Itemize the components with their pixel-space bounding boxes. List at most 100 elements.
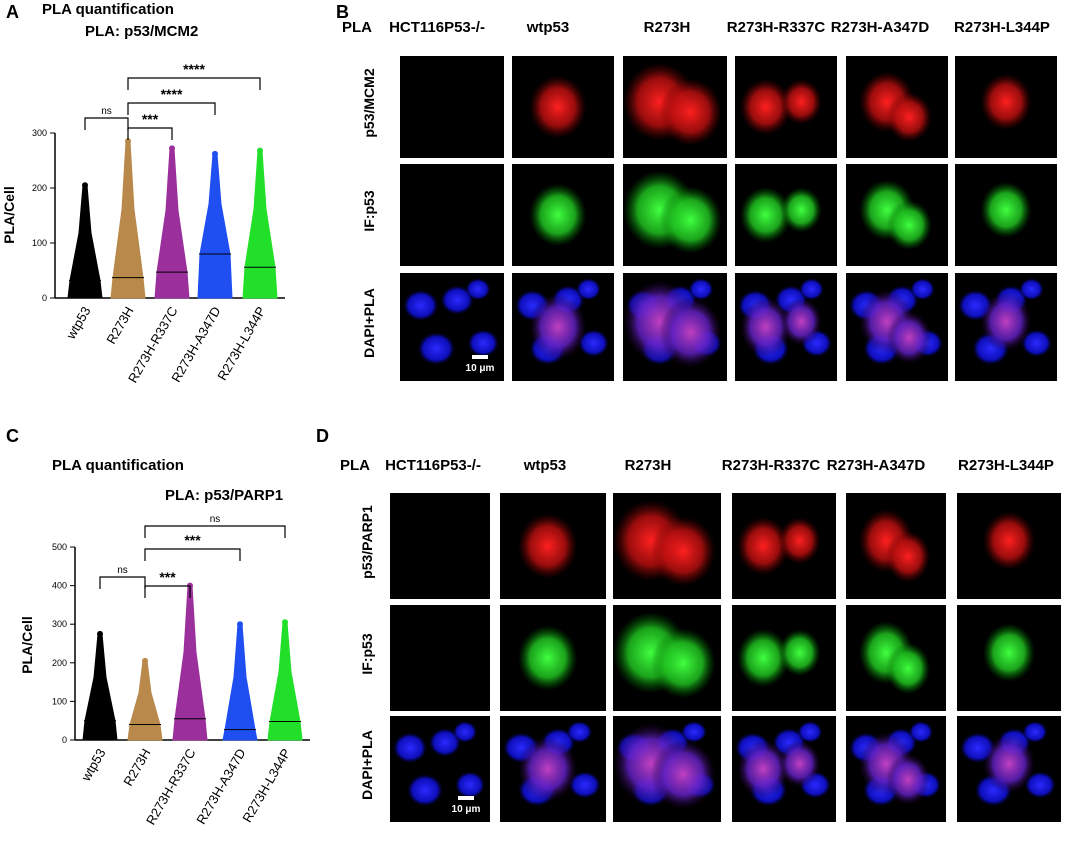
significance-bracket (144, 525, 286, 538)
cell-signal (529, 293, 587, 361)
y-tick-label: 200 (52, 658, 67, 668)
nucleus (467, 329, 499, 357)
x-tick-label: R273H (120, 746, 153, 789)
significance-label: ns (117, 565, 128, 576)
micrograph (735, 56, 837, 158)
row-label: DAPI+PLA (361, 288, 377, 358)
data-strip (172, 585, 208, 741)
micrograph (500, 493, 606, 599)
micrograph (613, 493, 721, 599)
micrograph (846, 273, 948, 381)
cell-signal (886, 642, 930, 695)
x-tick-label: wtp53 (63, 304, 94, 342)
cell-signal (740, 297, 792, 357)
cell-signal (518, 736, 578, 802)
micrograph (732, 493, 836, 599)
row-label: p53/MCM2 (361, 68, 377, 137)
micrograph (846, 716, 946, 822)
cell-signal (659, 78, 722, 146)
micrograph (390, 493, 490, 599)
micrograph (846, 164, 948, 266)
column-header: R273H-L344P (958, 457, 1054, 474)
nucleus (578, 329, 609, 357)
column-header: R273H-L344P (954, 19, 1050, 36)
x-tick-label: wtp53 (78, 746, 109, 784)
panel-letter: C (6, 426, 19, 446)
micrograph (400, 56, 504, 158)
cell-signal (737, 628, 790, 688)
cell-signal (886, 200, 932, 250)
column-header: R273H-R337C (727, 19, 826, 36)
nucleus (1019, 278, 1044, 301)
significance-bracket (127, 77, 261, 90)
micrograph (400, 273, 504, 381)
data-strip (197, 153, 233, 299)
cell-signal (518, 513, 578, 579)
cell-signal (659, 186, 722, 254)
micrograph (732, 605, 836, 711)
data-strip (110, 140, 146, 299)
max-point (97, 630, 103, 637)
nucleus (453, 721, 477, 743)
cell-signal (740, 78, 792, 136)
significance-bracket (84, 117, 129, 130)
nucleus (799, 278, 824, 301)
chart-title: PLA quantification (42, 1, 174, 18)
y-tick-label: 300 (32, 128, 47, 138)
nucleus (1024, 771, 1056, 799)
max-point (82, 182, 88, 189)
micrograph (957, 605, 1061, 711)
column-header: R273H-R337C (722, 457, 821, 474)
cell-signal (737, 516, 790, 576)
max-point (125, 138, 131, 145)
y-tick-label: 400 (52, 581, 67, 591)
micrograph (846, 605, 946, 711)
nucleus (1021, 329, 1052, 357)
x-tick-label: R273H-L344P (239, 746, 293, 825)
micrograph (390, 716, 490, 822)
column-header: R273H (644, 19, 691, 36)
significance-bracket (99, 576, 146, 589)
max-point (257, 147, 263, 154)
y-axis-label: PLA/Cell (19, 616, 35, 674)
micrograph (613, 605, 721, 711)
significance-label: ns (101, 106, 112, 117)
significance-label: *** (142, 111, 159, 127)
nucleus (455, 771, 485, 799)
significance-label: *** (159, 569, 176, 585)
nucleus (681, 721, 707, 743)
nucleus (568, 771, 601, 799)
nucleus (910, 278, 935, 301)
image-background (400, 56, 504, 158)
significance-bracket (127, 102, 216, 115)
nucleus (797, 721, 823, 743)
max-point (282, 619, 288, 626)
cell-signal (980, 181, 1032, 238)
max-point (237, 621, 243, 628)
row-label: IF:p53 (361, 190, 377, 231)
micrograph (846, 56, 948, 158)
row-label: IF:p53 (359, 633, 375, 674)
corner-label: PLA (342, 19, 372, 36)
panel-letter: B (336, 2, 349, 22)
data-strip (127, 660, 163, 741)
image-background (390, 605, 490, 711)
nucleus (1022, 721, 1048, 743)
data-strip (82, 633, 118, 741)
panel-letter: D (316, 426, 329, 446)
significance-label: *** (184, 532, 201, 548)
micrograph (735, 164, 837, 266)
cell-signal (980, 73, 1032, 130)
column-header: HCT116P53-/- (385, 457, 481, 474)
nucleus (465, 278, 491, 301)
scale-bar (472, 355, 488, 359)
y-tick-label: 200 (32, 183, 47, 193)
micrograph (955, 56, 1057, 158)
micrograph (955, 273, 1057, 381)
cell-signal (886, 92, 932, 142)
max-point (212, 150, 218, 157)
nucleus (566, 721, 593, 743)
significance-bracket (127, 127, 173, 140)
cell-signal (650, 516, 716, 587)
